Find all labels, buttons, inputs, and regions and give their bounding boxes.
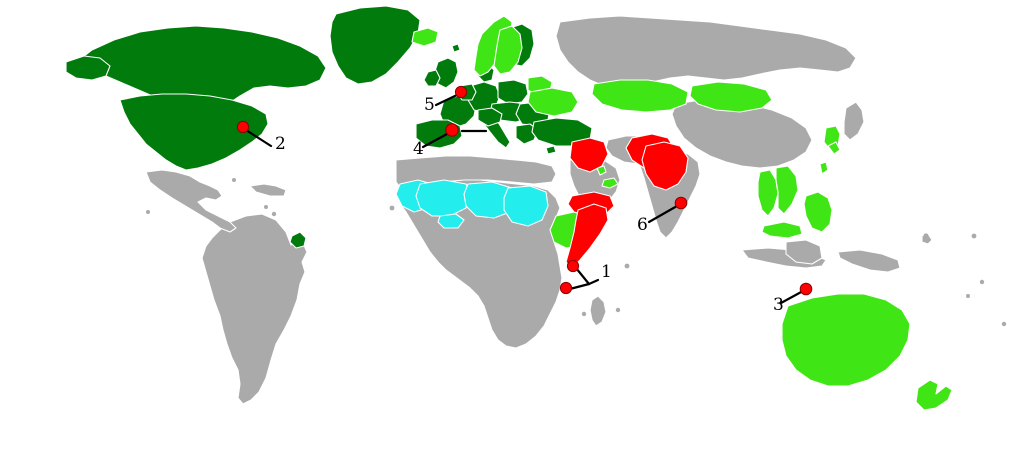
leader-line-4 xyxy=(421,132,449,149)
country-poland xyxy=(497,79,529,105)
country-japan xyxy=(843,101,865,141)
country-cyprus xyxy=(545,145,557,155)
marker-dot-5 xyxy=(454,85,468,99)
leader-line-6 xyxy=(647,204,679,224)
leader-line-1-stem xyxy=(587,278,600,286)
country-mongolia xyxy=(689,81,773,113)
country-borneo xyxy=(785,239,823,265)
country-qatar-uae xyxy=(601,177,619,189)
leader-line-2 xyxy=(244,128,273,148)
country-new-zealand xyxy=(915,379,953,411)
island-dot xyxy=(979,279,985,285)
marker-dots-layer xyxy=(236,85,813,296)
island-dot xyxy=(232,178,236,182)
island-dot xyxy=(971,233,977,239)
island-dot xyxy=(389,205,395,211)
marker-label-2[interactable]: 2 xyxy=(275,134,286,154)
country-malaysia xyxy=(761,221,803,239)
island-dot xyxy=(1001,321,1007,327)
country-papua-green xyxy=(827,141,841,155)
island-dot xyxy=(624,263,630,269)
small-islands-layer xyxy=(146,178,1007,327)
country-taiwan xyxy=(819,161,829,175)
marker-dot-1a xyxy=(566,259,580,273)
country-pakistan xyxy=(641,141,689,191)
country-philippines xyxy=(803,191,833,233)
island-dot xyxy=(271,211,277,217)
island-dot xyxy=(264,205,268,209)
country-greenland xyxy=(329,5,421,85)
leader-line-3 xyxy=(779,289,805,305)
country-new-guinea xyxy=(837,249,901,273)
country-faroe-islands xyxy=(451,43,461,53)
country-united-states xyxy=(119,93,269,171)
country-french-guiana xyxy=(289,231,307,249)
island-dot xyxy=(255,261,261,267)
leader-line-5 xyxy=(434,93,459,107)
country-australia xyxy=(781,293,911,387)
marker-label-4[interactable]: 4 xyxy=(413,139,424,159)
country-iceland xyxy=(411,27,439,47)
country-canada xyxy=(73,25,327,113)
red-countries-layer xyxy=(565,133,689,269)
country-ukraine xyxy=(527,87,579,117)
island-dot xyxy=(966,294,970,298)
island-dot xyxy=(923,233,929,239)
country-somalia xyxy=(565,203,609,269)
country-niger xyxy=(463,181,517,219)
country-caribbean xyxy=(249,183,287,197)
marker-label-3[interactable]: 3 xyxy=(773,295,784,315)
country-mexico-central-america xyxy=(145,169,237,233)
marker-dot-2 xyxy=(236,120,250,134)
country-kazakhstan xyxy=(591,79,689,113)
island-dot xyxy=(146,210,150,214)
country-chad xyxy=(503,185,549,227)
country-russia xyxy=(555,15,857,89)
marker-label-1[interactable]: 1 xyxy=(601,262,612,282)
country-madagascar xyxy=(589,295,607,327)
country-switzerland-slovenia-croatia xyxy=(477,107,503,127)
island-dot xyxy=(581,311,587,317)
marker-dot-3 xyxy=(799,282,813,296)
island-dot xyxy=(615,307,621,313)
country-vietnam-laos-cambodia xyxy=(775,165,799,215)
country-alaska xyxy=(65,55,111,81)
country-sweden xyxy=(493,25,523,75)
marker-dot-6 xyxy=(674,196,688,210)
marker-label-6[interactable]: 6 xyxy=(637,215,648,235)
grey-countries-layer xyxy=(145,15,933,405)
country-burkina-faso xyxy=(437,213,465,229)
leader-line-1a xyxy=(574,266,591,286)
marker-leader-lines-layer xyxy=(244,93,805,305)
dark-green-countries-layer xyxy=(65,5,593,249)
country-ireland xyxy=(423,69,441,87)
marker-label-5[interactable]: 5 xyxy=(424,95,435,115)
marker-dot-1b xyxy=(559,281,573,295)
country-thailand xyxy=(757,169,779,217)
cyan-countries-layer xyxy=(395,179,549,229)
marker-dot-4 xyxy=(445,123,459,137)
country-iraq xyxy=(569,137,609,173)
country-mali xyxy=(415,179,473,217)
